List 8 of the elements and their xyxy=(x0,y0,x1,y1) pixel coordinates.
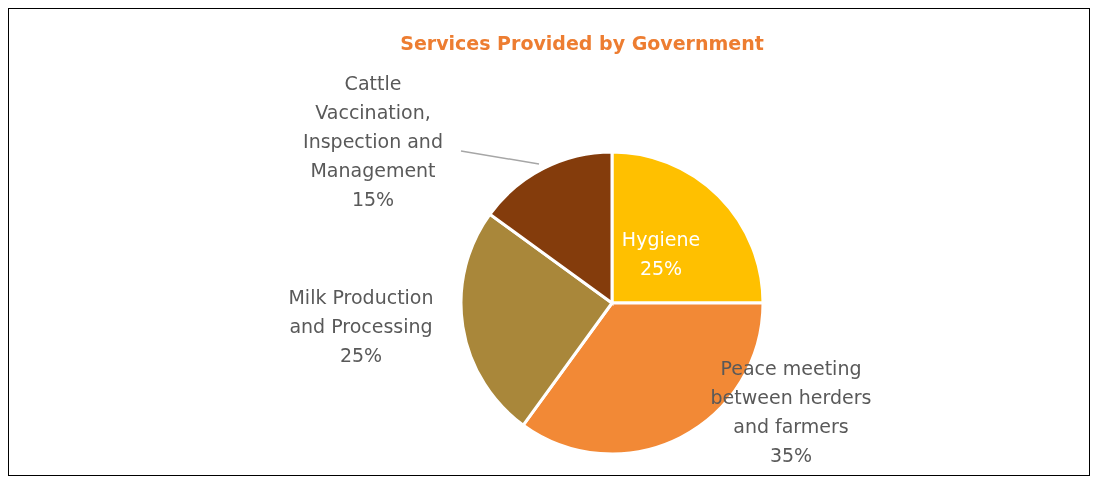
slice-label: Cattle Vaccination, Inspection and Management xyxy=(303,72,443,181)
chart-title: Services Provided by Government xyxy=(400,32,764,54)
slice-label: Milk Production and Processing xyxy=(288,286,434,337)
slice-label: Hygiene xyxy=(621,227,701,250)
data-label: 25% xyxy=(339,344,383,366)
data-label: 35% xyxy=(769,443,813,466)
data-label: 25% xyxy=(639,256,683,279)
data-label: 15% xyxy=(351,188,395,210)
